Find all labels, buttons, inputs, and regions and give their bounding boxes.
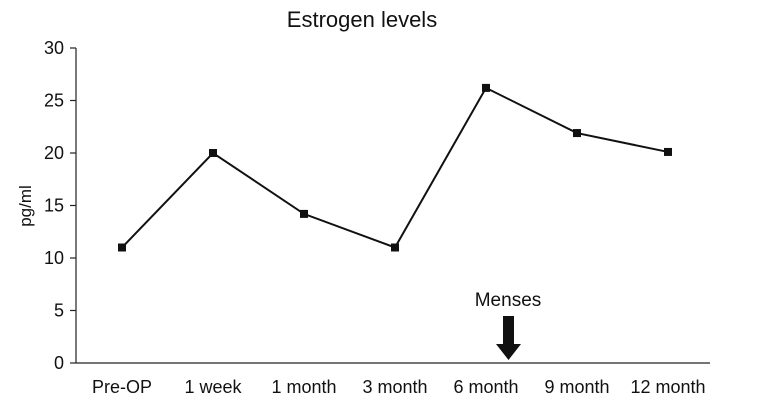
- data-point: [664, 147, 672, 156]
- down-arrow-icon: [496, 316, 521, 360]
- y-tick-label: 10: [44, 248, 64, 268]
- data-point: [482, 83, 490, 92]
- data-point: [209, 149, 217, 157]
- x-tick-label: 3 month: [362, 377, 427, 397]
- y-tick-label: 20: [44, 143, 64, 163]
- menses-label: Menses: [475, 290, 542, 311]
- data-markers: [118, 83, 672, 252]
- y-tick-label: 25: [44, 91, 64, 111]
- data-point: [391, 243, 399, 252]
- data-point: [300, 209, 308, 218]
- y-ticks: 0 5 10 15 20 25 30: [44, 38, 76, 373]
- y-axis-label: pg/ml: [16, 185, 35, 227]
- x-tick-label: 9 month: [544, 377, 609, 397]
- x-ticks: Pre-OP 1 week 1 month 3 month 6 month 9 month…: [92, 377, 706, 397]
- data-point: [118, 243, 126, 252]
- series-line: [121, 86, 669, 249]
- y-tick-label: 30: [44, 38, 64, 58]
- x-tick-label: 1 week: [184, 377, 242, 397]
- y-tick-label: 15: [44, 196, 64, 216]
- y-tick-label: 5: [54, 301, 64, 321]
- data-point: [573, 129, 581, 138]
- x-tick-label: 1 month: [271, 377, 336, 397]
- x-tick-label: 12 month: [630, 377, 705, 397]
- x-tick-label: Pre-OP: [92, 377, 152, 397]
- y-tick-label: 0: [54, 353, 64, 373]
- chart-title: Estrogen levels: [287, 7, 437, 32]
- x-tick-label: 6 month: [453, 377, 518, 397]
- menses-annotation: Menses: [475, 290, 542, 360]
